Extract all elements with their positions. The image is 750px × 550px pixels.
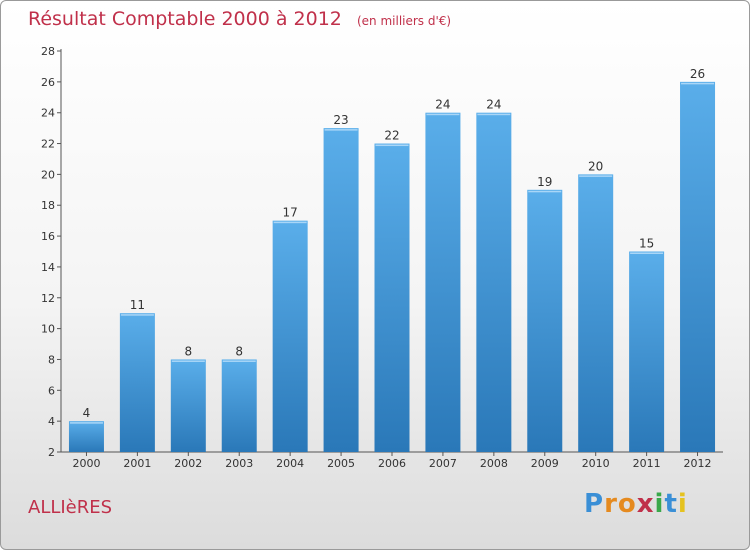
bar-highlight bbox=[171, 360, 205, 362]
x-tick-label: 2001 bbox=[123, 457, 151, 470]
bar-highlight bbox=[579, 175, 613, 177]
y-tick-label: 24 bbox=[41, 107, 55, 120]
bar-highlight bbox=[477, 113, 511, 116]
data-label: 11 bbox=[130, 298, 145, 312]
y-tick-label: 16 bbox=[41, 230, 55, 243]
x-tick-label: 2002 bbox=[174, 457, 202, 470]
logo-letter: i bbox=[677, 489, 688, 519]
y-tick-label: 14 bbox=[41, 261, 55, 274]
bar bbox=[221, 359, 257, 452]
y-tick-label: 6 bbox=[48, 384, 55, 397]
bar-highlight bbox=[375, 144, 409, 147]
bar bbox=[680, 81, 716, 452]
bar-highlight bbox=[630, 252, 664, 254]
bar-highlight bbox=[69, 422, 103, 424]
bar-highlight bbox=[681, 82, 715, 85]
bar bbox=[323, 128, 359, 452]
data-label: 8 bbox=[184, 344, 192, 358]
bar bbox=[68, 421, 104, 452]
logo-letter: t bbox=[664, 489, 678, 519]
chart-title: Résultat Comptable 2000 à 2012 bbox=[28, 8, 342, 30]
logo-letter: i bbox=[654, 489, 665, 519]
bar bbox=[170, 359, 206, 452]
bar bbox=[476, 112, 512, 452]
x-tick-label: 2008 bbox=[480, 457, 508, 470]
bar bbox=[119, 313, 155, 452]
x-tick-label: 2012 bbox=[684, 457, 712, 470]
y-tick-label: 20 bbox=[41, 168, 55, 181]
data-label: 22 bbox=[384, 129, 399, 143]
y-tick-label: 2 bbox=[48, 446, 55, 459]
x-tick-label: 2010 bbox=[582, 457, 610, 470]
bar bbox=[629, 251, 665, 452]
bar-highlight bbox=[120, 314, 154, 316]
logo-letter: o bbox=[617, 489, 637, 519]
bar bbox=[425, 112, 461, 452]
y-tick-label: 10 bbox=[41, 323, 55, 336]
x-tick-label: 2007 bbox=[429, 457, 457, 470]
data-label: 23 bbox=[333, 113, 348, 127]
y-tick-label: 22 bbox=[41, 138, 55, 151]
logo-letter: P bbox=[584, 489, 605, 519]
x-tick-label: 2009 bbox=[531, 457, 559, 470]
x-tick-label: 2004 bbox=[276, 457, 304, 470]
bar-highlight bbox=[273, 221, 307, 224]
bar-highlight bbox=[324, 129, 358, 131]
bar-highlight bbox=[222, 360, 256, 362]
bar bbox=[272, 220, 308, 452]
data-label: 26 bbox=[690, 67, 705, 81]
chart-unit: (en milliers d'€) bbox=[356, 14, 452, 28]
title-row: Résultat Comptable 2000 à 2012 (en milli… bbox=[28, 8, 451, 30]
logo-letter: x bbox=[636, 489, 655, 519]
logo-letter: r bbox=[604, 489, 618, 519]
y-tick-label: 12 bbox=[41, 292, 55, 305]
commune-name: ALLIèRES bbox=[28, 497, 113, 518]
x-tick-label: 2011 bbox=[633, 457, 661, 470]
proxiti-logo: Proxiti bbox=[584, 489, 688, 519]
data-label: 24 bbox=[486, 98, 501, 112]
bar-highlight bbox=[426, 113, 460, 116]
data-label: 20 bbox=[588, 159, 603, 173]
data-label: 15 bbox=[639, 237, 654, 251]
bar bbox=[374, 143, 410, 453]
data-label: 8 bbox=[235, 344, 243, 358]
y-tick-label: 18 bbox=[41, 199, 55, 212]
data-label: 17 bbox=[283, 206, 298, 220]
bar bbox=[578, 174, 614, 452]
bar bbox=[527, 189, 563, 453]
y-tick-label: 26 bbox=[41, 76, 55, 89]
y-tick-label: 28 bbox=[41, 45, 55, 58]
x-tick-label: 2006 bbox=[378, 457, 406, 470]
data-label: 24 bbox=[435, 98, 450, 112]
y-tick-label: 4 bbox=[48, 415, 55, 428]
bar-highlight bbox=[528, 190, 562, 193]
data-label: 19 bbox=[537, 175, 552, 189]
x-tick-label: 2005 bbox=[327, 457, 355, 470]
data-label: 4 bbox=[83, 406, 91, 420]
y-tick-label: 8 bbox=[48, 353, 55, 366]
x-tick-label: 2000 bbox=[72, 457, 100, 470]
x-tick-label: 2003 bbox=[225, 457, 253, 470]
